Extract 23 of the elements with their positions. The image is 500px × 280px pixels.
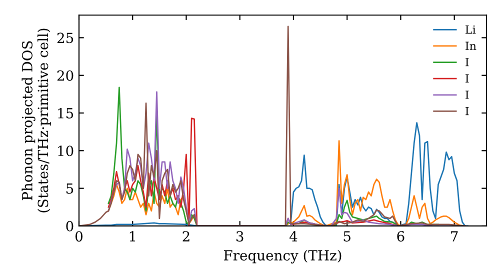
x-axis-title: Frequency (THz) xyxy=(224,250,342,264)
line-series xyxy=(79,26,466,226)
y-tick-label: 10 xyxy=(58,146,74,156)
x-tick-label: 1 xyxy=(130,231,136,242)
x-tick-label: 6 xyxy=(397,231,404,242)
legend-label: I xyxy=(466,74,469,82)
y-tick-label: 15 xyxy=(58,108,74,118)
y-axis-title: Phonon projected DOS (States/THz·primitive cell) xyxy=(22,28,51,212)
x-tick-label: 0 xyxy=(75,231,82,242)
y-tick-label: 0 xyxy=(66,220,74,232)
legend-label: I xyxy=(466,58,469,66)
x-tick-label: 5 xyxy=(344,231,350,242)
legend-label: I xyxy=(466,90,469,99)
x-tick-label: 3 xyxy=(236,231,244,242)
y-tick-label: 25 xyxy=(57,32,74,44)
y-tick-label: 5 xyxy=(66,183,74,194)
legend-label: I xyxy=(466,107,469,116)
y-tick-label: 20 xyxy=(57,70,74,81)
x-tick-label: 7 xyxy=(451,231,458,242)
legend-label: Li xyxy=(466,25,476,34)
legend-label: In xyxy=(466,42,476,50)
x-tick-label: 4 xyxy=(289,231,298,242)
x-tick-label: 2 xyxy=(182,231,190,242)
